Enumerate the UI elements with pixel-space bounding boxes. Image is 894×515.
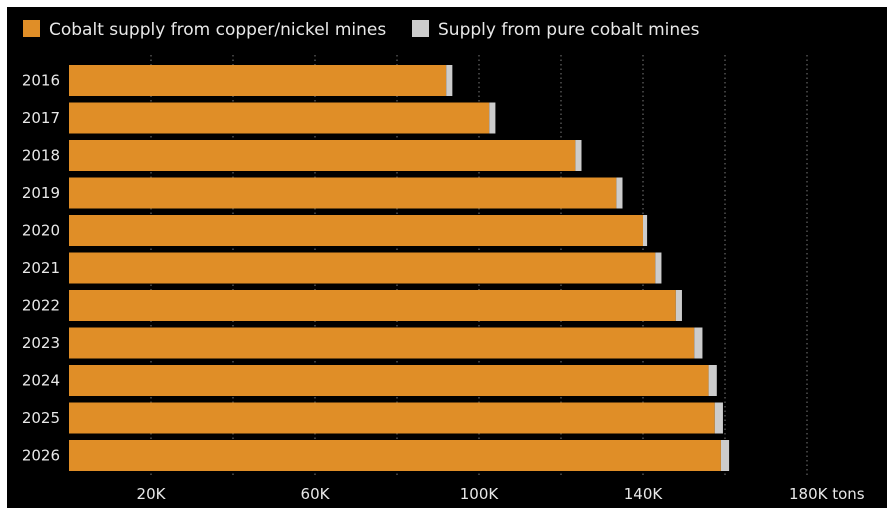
category-label: 2023 (22, 334, 60, 352)
bar-pure-cobalt (643, 215, 648, 246)
bar-copper-nickel (69, 290, 676, 321)
bar-pure-cobalt (708, 365, 717, 396)
bar-pure-cobalt (446, 65, 453, 96)
category-label: 2016 (22, 72, 60, 90)
category-label: 2021 (22, 259, 60, 277)
bar-copper-nickel (69, 365, 709, 396)
category-label: 2024 (22, 372, 60, 390)
x-axis-tick-labels: 20K 60K 100K 140K 180K tons (137, 485, 865, 503)
bar-pure-cobalt (616, 177, 623, 209)
x-tick-label: 100K (460, 485, 500, 503)
cobalt-supply-chart: Cobalt supply from copper/nickel mines S… (22, 20, 865, 503)
category-label: 2020 (22, 222, 60, 240)
chart-frame: Cobalt supply from copper/nickel mines S… (7, 7, 887, 508)
bar-copper-nickel (69, 177, 617, 209)
bar-pure-cobalt (714, 402, 723, 434)
bar-copper-nickel (69, 102, 490, 134)
category-label: 2019 (22, 184, 60, 202)
bar-pure-cobalt (489, 102, 496, 134)
legend: Cobalt supply from copper/nickel mines S… (23, 20, 700, 40)
bars (69, 65, 730, 471)
category-label: 2017 (22, 109, 60, 127)
legend-label-copper-nickel: Cobalt supply from copper/nickel mines (49, 20, 386, 40)
bar-copper-nickel (69, 215, 643, 246)
category-label: 2022 (22, 297, 60, 315)
bar-copper-nickel (69, 140, 576, 171)
x-tick-label: 60K (301, 485, 331, 503)
legend-swatch-pure-cobalt (412, 20, 429, 37)
x-tick-label: 140K (624, 485, 664, 503)
category-labels: 2016 2017 2018 2019 2020 2021 2022 2023 2024 2025… (22, 72, 60, 465)
bar-copper-nickel (69, 402, 715, 434)
category-label: 2018 (22, 147, 60, 165)
category-label: 2026 (22, 447, 60, 465)
category-label: 2025 (22, 409, 60, 427)
bar-pure-cobalt (655, 252, 662, 284)
bar-copper-nickel (69, 327, 695, 359)
bar-pure-cobalt (675, 290, 682, 321)
bar-copper-nickel (69, 440, 721, 471)
x-tick-label: 180K tons (789, 485, 865, 503)
bar-copper-nickel (69, 252, 656, 284)
x-tick-label: 20K (137, 485, 167, 503)
legend-label-pure-cobalt: Supply from pure cobalt mines (438, 20, 700, 40)
legend-swatch-copper-nickel (23, 20, 40, 37)
bar-pure-cobalt (575, 140, 582, 171)
bar-pure-cobalt (720, 440, 730, 471)
bar-copper-nickel (69, 65, 447, 96)
bar-pure-cobalt (694, 327, 703, 359)
